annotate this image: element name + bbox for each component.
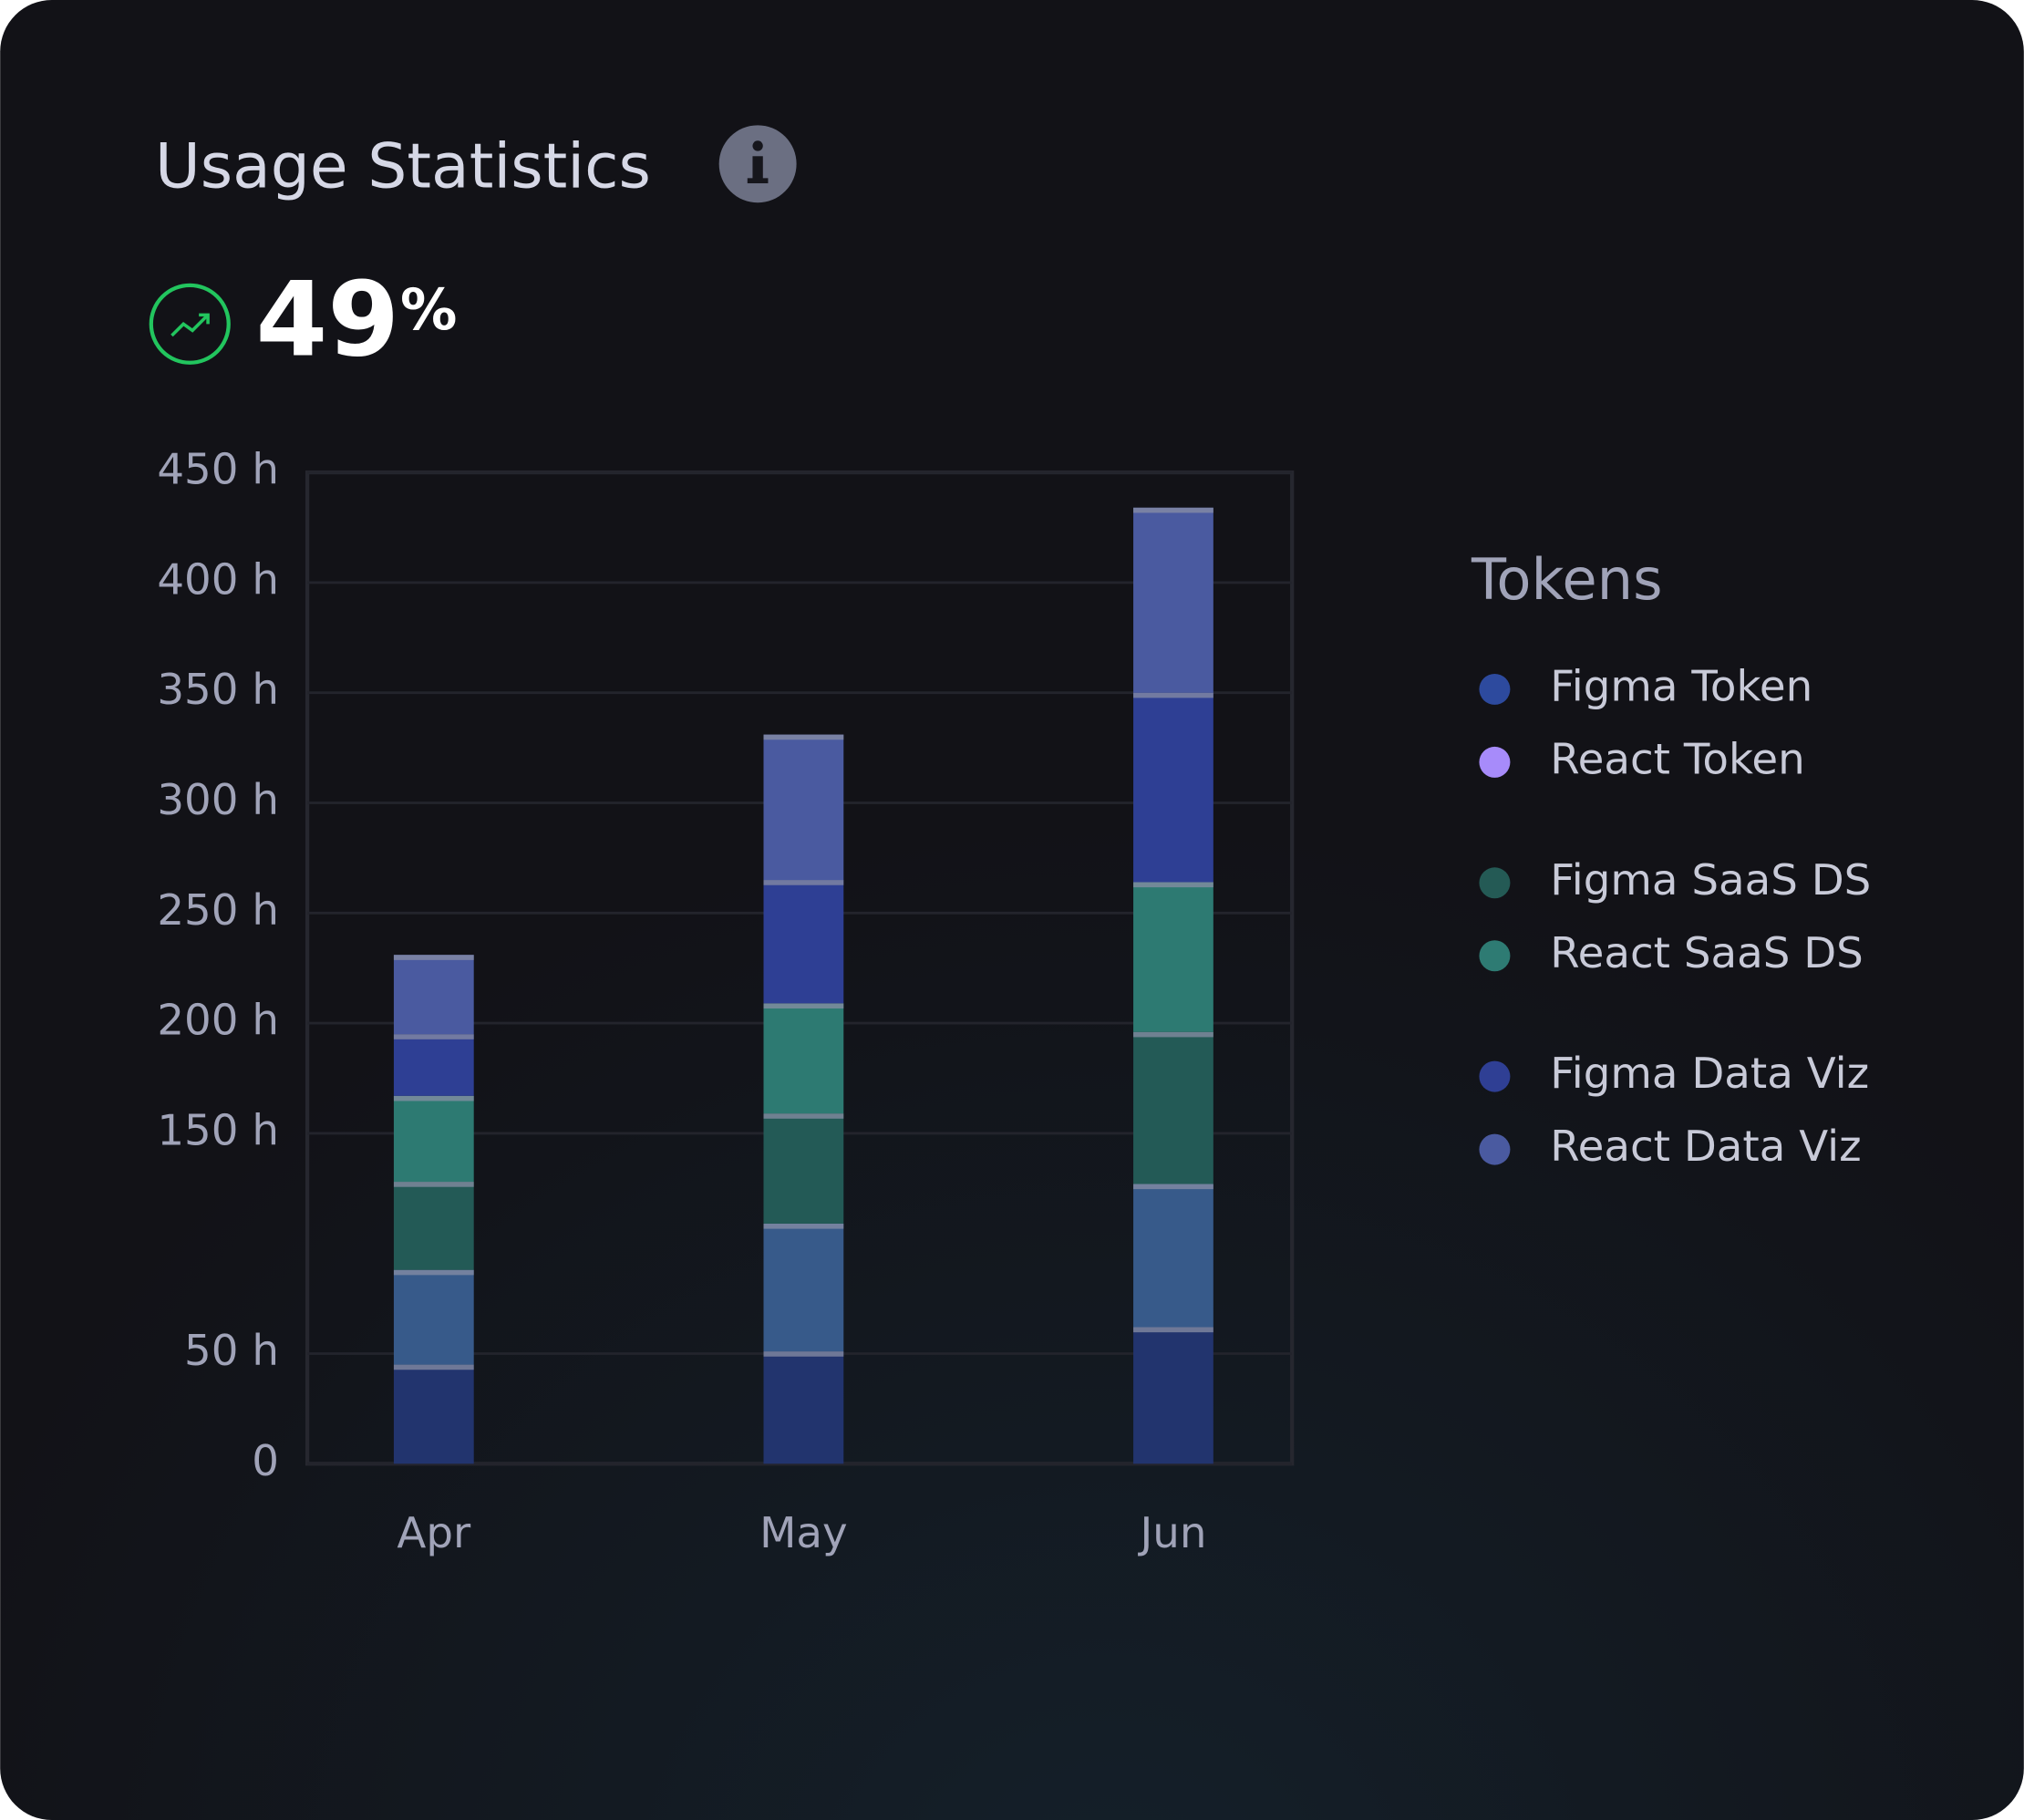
legend-label: React Data Viz	[1550, 1122, 1861, 1172]
segment-separator	[393, 1095, 474, 1101]
segment-separator	[393, 1034, 474, 1039]
legend-dot	[1479, 673, 1511, 705]
y-tick-label: 50 h	[184, 1327, 279, 1376]
bar-segment	[1133, 1031, 1213, 1184]
y-tick-label: 200 h	[157, 997, 279, 1046]
segment-separator	[393, 955, 474, 960]
segment-separator	[1133, 507, 1213, 513]
bar-segment	[393, 1182, 474, 1270]
y-tick-label: 400 h	[157, 555, 279, 605]
y-tick-label: 150 h	[157, 1106, 279, 1155]
x-tick-label: May	[759, 1509, 848, 1558]
segment-separator	[1133, 882, 1213, 888]
y-tick-label: 0	[252, 1437, 279, 1486]
segment-separator	[393, 1364, 474, 1370]
bar-segment	[1133, 882, 1213, 1032]
bar-segment	[1133, 1327, 1213, 1464]
bar-segment	[763, 1223, 844, 1352]
segment-separator	[1133, 1031, 1213, 1038]
x-tick-label: Apr	[397, 1509, 471, 1558]
bar-segment	[1133, 507, 1213, 693]
segment-separator	[763, 880, 844, 885]
bar-segment	[1133, 1184, 1213, 1328]
x-tick-label: Jun	[1137, 1509, 1206, 1558]
bar-segment	[763, 1113, 844, 1224]
legend-label: Figma Token	[1550, 662, 1812, 711]
bar-segment	[393, 1269, 474, 1365]
segment-separator	[393, 1269, 474, 1276]
segment-separator	[1133, 1327, 1213, 1333]
segment-separator	[763, 1223, 844, 1229]
y-tick-label: 350 h	[157, 666, 279, 715]
segment-separator	[763, 1003, 844, 1009]
info-icon[interactable]	[718, 125, 797, 203]
segment-separator	[1133, 692, 1213, 698]
legend-dot	[1479, 940, 1511, 972]
bar-segment	[763, 734, 844, 881]
legend-title: Tokens	[1471, 546, 1663, 613]
bar-segment	[1133, 692, 1213, 883]
legend-label: Figma Data Viz	[1550, 1050, 1869, 1099]
bar-segment	[763, 1351, 844, 1464]
legend-dot	[1479, 867, 1511, 899]
legend-dot	[1479, 1060, 1511, 1092]
bar-segment	[393, 1095, 474, 1183]
segment-separator	[763, 1351, 844, 1357]
bar-segment	[393, 1034, 474, 1096]
legend-label: React SaaS DS	[1550, 929, 1864, 978]
bar-segment	[393, 1364, 474, 1464]
bar-segment	[763, 880, 844, 1004]
card-title: Usage Statistics	[155, 130, 651, 202]
y-tick-label: 450 h	[157, 446, 279, 495]
legend-label: React Token	[1550, 735, 1804, 784]
change-unit: %	[400, 276, 457, 343]
change-value: 49	[255, 259, 399, 379]
y-tick-label: 300 h	[157, 776, 279, 825]
segment-separator	[393, 1182, 474, 1187]
segment-separator	[763, 1113, 844, 1119]
trend-icon	[149, 283, 231, 365]
bar-segment	[763, 1003, 844, 1114]
legend-dot	[1479, 746, 1511, 778]
legend-label: Figma SaaS DS	[1550, 856, 1871, 905]
segment-separator	[1133, 1184, 1213, 1190]
y-tick-label: 250 h	[157, 886, 279, 936]
bar-segment	[393, 955, 474, 1035]
segment-separator	[763, 734, 844, 740]
legend-dot	[1479, 1133, 1511, 1165]
